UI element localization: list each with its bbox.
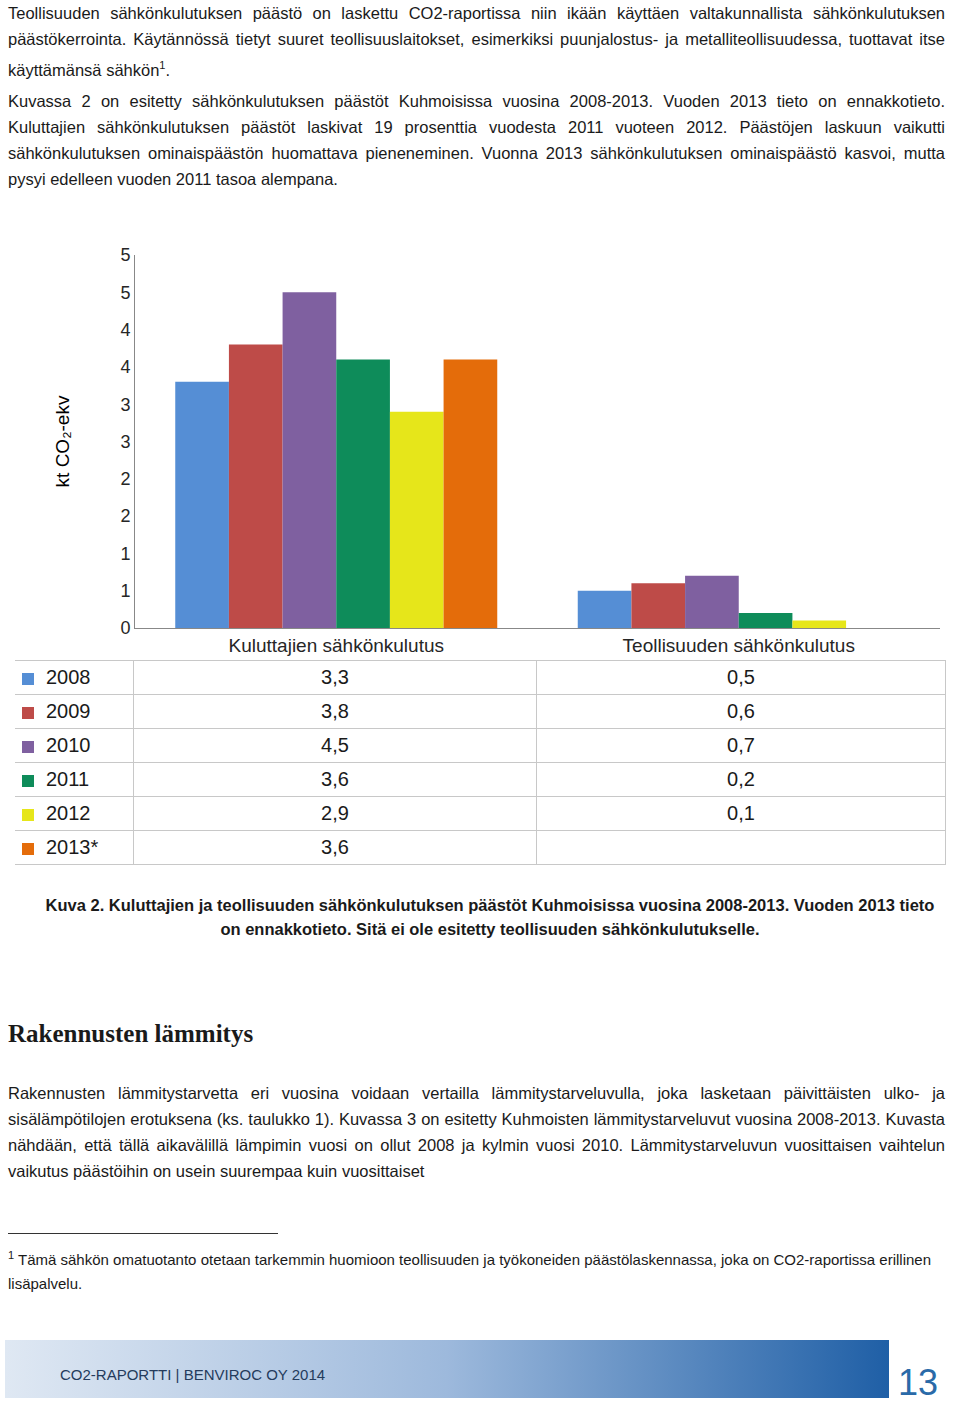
svg-text:1: 1 bbox=[120, 544, 130, 564]
html-text:3,6: 3,6 bbox=[321, 768, 349, 790]
html-text:13: 13 bbox=[898, 1362, 938, 1403]
svg-text:kt CO₂-ekv: kt CO₂-ekv bbox=[52, 395, 73, 487]
svg-text:2: 2 bbox=[120, 506, 130, 526]
svg-text:4: 4 bbox=[120, 320, 130, 340]
svg-text:3: 3 bbox=[120, 432, 130, 452]
html-text:2,9: 2,9 bbox=[321, 802, 349, 824]
html-text:2012: 2012 bbox=[46, 802, 91, 824]
html-text:Teollisuuden sähkönkulutuksen: Teollisuuden sähkönkulutuksen päästö on … bbox=[8, 4, 945, 79]
html-text:2008: 2008 bbox=[46, 666, 91, 688]
html-text:3,8: 3,8 bbox=[321, 700, 349, 722]
html-text:0,7: 0,7 bbox=[727, 734, 755, 756]
html-text:Rakennusten lämmitystarvetta e: Rakennusten lämmitystarvetta eri vuosina… bbox=[8, 1084, 945, 1180]
html-text:Kuva 2. Kuluttajien ja teollis: Kuva 2. Kuluttajien ja teollisuuden sähk… bbox=[45, 896, 935, 938]
svg-text:1: 1 bbox=[120, 581, 130, 601]
svg-text:Kuluttajien sähkönkulutus: Kuluttajien sähkönkulutus bbox=[229, 635, 444, 656]
html-text:0,6: 0,6 bbox=[727, 700, 755, 722]
html-text:2013*: 2013* bbox=[46, 836, 99, 858]
html-text:2011: 2011 bbox=[46, 768, 89, 790]
svg-text:4: 4 bbox=[120, 357, 130, 377]
html-text:1Tämä sähkön omatuotanto oteta: 1Tämä sähkön omatuotanto otetaan tarkemm… bbox=[8, 1249, 932, 1292]
html-text:2009: 2009 bbox=[46, 700, 91, 722]
html-text:CO2-RAPORTTI | BENVIROC OY 201: CO2-RAPORTTI | BENVIROC OY 2014 bbox=[60, 1366, 326, 1383]
svg-text:3: 3 bbox=[120, 395, 130, 415]
html-text:2010: 2010 bbox=[46, 734, 91, 756]
html-text:Kuvassa 2 on esitetty sähkönku: Kuvassa 2 on esitetty sähkönkulutuksen p… bbox=[8, 92, 945, 188]
svg-text:5: 5 bbox=[120, 283, 130, 303]
html-text:0,5: 0,5 bbox=[727, 666, 755, 688]
html-text:3,6: 3,6 bbox=[321, 836, 349, 858]
svg-text:2: 2 bbox=[120, 469, 130, 489]
html-text:3,3: 3,3 bbox=[321, 666, 349, 688]
html-text:Rakennusten lämmitys: Rakennusten lämmitys bbox=[8, 1020, 254, 1047]
html-text:4,5: 4,5 bbox=[321, 734, 349, 756]
svg-text:5: 5 bbox=[120, 245, 130, 265]
html-text:0,2: 0,2 bbox=[727, 768, 755, 790]
svg-text:0: 0 bbox=[120, 618, 130, 638]
html-text:0,1: 0,1 bbox=[727, 802, 755, 824]
svg-text:Teollisuuden sähkönkulutus: Teollisuuden sähkönkulutus bbox=[623, 635, 855, 656]
